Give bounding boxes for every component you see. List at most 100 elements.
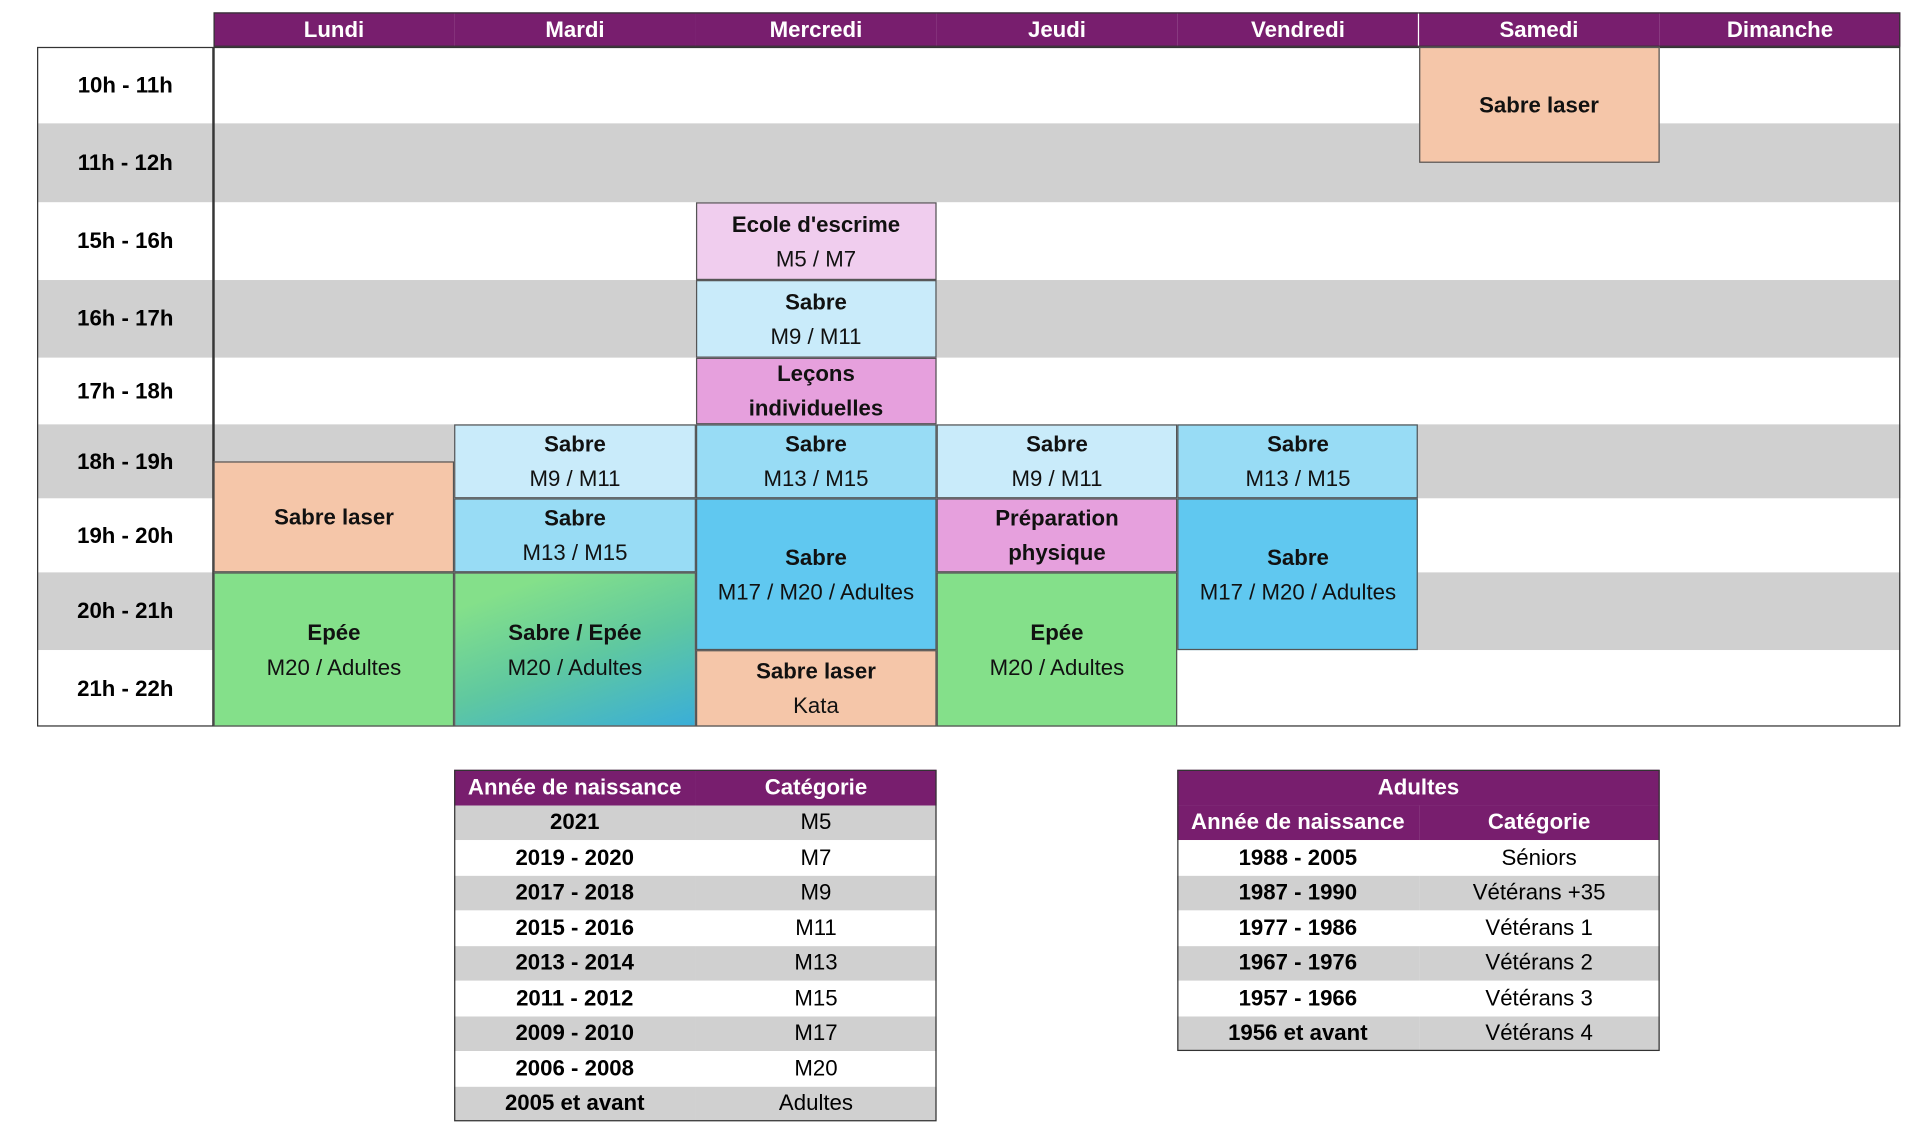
event-title: Sabre xyxy=(544,431,606,457)
time-label: 17h - 18h xyxy=(77,378,174,403)
event-title: Sabre xyxy=(1267,431,1329,457)
event-subtitle: M9 / M11 xyxy=(529,466,621,491)
table-header: Année de naissance xyxy=(454,769,696,805)
event-block: Sabre M9 / M11 xyxy=(695,280,937,358)
time-label: 20h - 21h xyxy=(77,598,174,623)
event-title: Sabre laser xyxy=(756,658,876,684)
table-cell: Vétérans 3 xyxy=(1418,980,1660,1016)
table-cell: 1967 - 1976 xyxy=(1177,945,1419,981)
event-title: Epée xyxy=(307,619,361,645)
table-cell: Adultes xyxy=(695,1086,937,1122)
event-subtitle: M13 / M15 xyxy=(763,466,869,491)
event-subtitle: M20 / Adultes xyxy=(507,654,643,680)
event-block: Sabre laser xyxy=(1418,46,1660,163)
time-label: 11h - 12h xyxy=(77,149,173,175)
table-cell: M15 xyxy=(695,980,937,1016)
day-header: Samedi xyxy=(1418,12,1660,47)
table-cell: 1988 - 2005 xyxy=(1177,840,1419,876)
event-title: Sabre xyxy=(785,289,847,314)
table-cell: 1957 - 1966 xyxy=(1177,980,1419,1016)
table-cell: 2005 et avant xyxy=(454,1086,696,1122)
row-band xyxy=(37,202,1901,281)
event-block: Sabre laser xyxy=(213,461,455,573)
table-cell: 2015 - 2016 xyxy=(454,910,696,946)
table-cell: Vétérans +35 xyxy=(1418,875,1660,911)
event-subtitle: M20 / Adultes xyxy=(989,654,1125,680)
table-cell: 2013 - 2014 xyxy=(454,945,696,981)
day-header: Dimanche xyxy=(1659,12,1901,47)
event-subtitle: M20 / Adultes xyxy=(266,654,402,680)
table-cell: 2011 - 2012 xyxy=(454,980,696,1016)
event-title: Sabre laser xyxy=(274,504,394,530)
table-cell: M17 xyxy=(695,1015,937,1052)
event-subtitle: M17 / M20 / Adultes xyxy=(717,579,915,604)
event-block: Sabre M9 / M11 xyxy=(936,424,1178,499)
table-cell: Vétérans 2 xyxy=(1418,945,1660,981)
event-subtitle: M9 / M11 xyxy=(770,323,862,349)
day-header: Lundi xyxy=(213,12,455,47)
event-subtitle: M13 / M15 xyxy=(1245,466,1351,491)
table-cell: 2009 - 2010 xyxy=(454,1015,696,1052)
table-cell: M5 xyxy=(695,804,937,841)
event-title: Sabre laser xyxy=(1479,92,1599,118)
time-label: 15h - 16h xyxy=(77,228,174,253)
header-border xyxy=(213,12,1901,47)
event-block: Sabre M17 / M20 / Adultes xyxy=(1177,498,1419,651)
table-cell: M9 xyxy=(695,875,937,911)
event-block: Préparation physique xyxy=(936,498,1178,573)
event-block: Leçons individuelles xyxy=(695,357,937,425)
time-label: 18h - 19h xyxy=(77,448,174,474)
time-label: 21h - 22h xyxy=(77,675,174,701)
event-block: Epée M20 / Adultes xyxy=(936,572,1178,727)
day-header: Mardi xyxy=(454,12,696,47)
event-block: Sabre M17 / M20 / Adultes xyxy=(695,498,937,651)
row-band xyxy=(37,357,1901,425)
event-block: Sabre M9 / M11 xyxy=(454,424,696,499)
table-title: Adultes xyxy=(1177,769,1660,805)
event-block: Sabre M13 / M15 xyxy=(695,424,937,499)
table-header: Catégorie xyxy=(695,769,937,805)
event-title: Sabre xyxy=(1267,544,1329,570)
table-cell: M7 xyxy=(695,840,937,876)
table-border xyxy=(454,769,937,1122)
time-label: 16h - 17h xyxy=(77,305,174,331)
event-block: Sabre M13 / M15 xyxy=(454,498,696,573)
table-header: Catégorie xyxy=(1418,804,1660,841)
event-title: Sabre xyxy=(785,431,847,457)
event-title: Préparation physique xyxy=(995,505,1119,565)
table-cell: Vétérans 4 xyxy=(1418,1015,1660,1052)
time-label: 19h - 20h xyxy=(77,522,174,548)
table-cell: Séniors xyxy=(1418,840,1660,876)
event-subtitle: M5 / M7 xyxy=(775,246,857,271)
day-header: Vendredi xyxy=(1177,12,1419,47)
time-column-border xyxy=(37,46,214,727)
event-block: Sabre / Epée M20 / Adultes xyxy=(454,572,696,727)
event-subtitle: M9 / M11 xyxy=(1011,466,1103,491)
table-cell: 2017 - 2018 xyxy=(454,875,696,911)
day-header: Mercredi xyxy=(695,12,937,47)
time-label: 10h - 11h xyxy=(77,72,173,97)
table-cell: 2021 xyxy=(454,804,696,841)
table-cell: 1977 - 1986 xyxy=(1177,910,1419,946)
day-header: Jeudi xyxy=(936,12,1178,47)
event-title: Sabre / Epée xyxy=(508,619,642,645)
table-cell: M20 xyxy=(695,1051,937,1087)
event-title: Epée xyxy=(1030,619,1084,645)
row-band xyxy=(37,280,1901,358)
table-header: Année de naissance xyxy=(1177,804,1419,841)
event-title: Sabre xyxy=(785,544,847,570)
table-border xyxy=(1177,769,1660,1052)
table-cell: M11 xyxy=(695,910,937,946)
event-title: Sabre xyxy=(544,505,606,531)
table-cell: 1956 et avant xyxy=(1177,1015,1419,1052)
table-cell: 2019 - 2020 xyxy=(454,840,696,876)
event-subtitle: M13 / M15 xyxy=(522,540,628,565)
event-block: Ecole d'escrime M5 / M7 xyxy=(695,202,937,281)
table-cell: 1987 - 1990 xyxy=(1177,875,1419,911)
event-title: Ecole d'escrime xyxy=(731,211,901,237)
table-cell: M13 xyxy=(695,945,937,981)
table-cell: 2006 - 2008 xyxy=(454,1051,696,1087)
event-block: Epée M20 / Adultes xyxy=(213,572,455,727)
